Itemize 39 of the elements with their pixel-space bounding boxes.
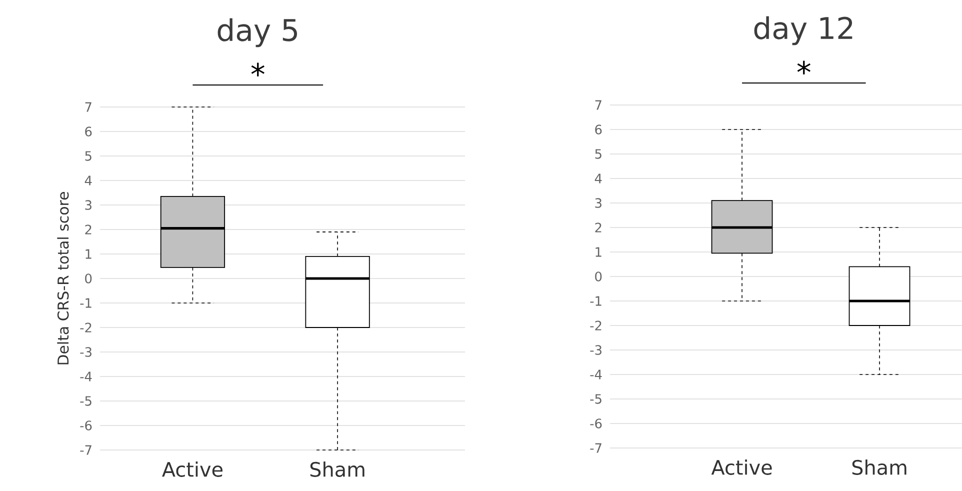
y-tick-label: -4: [80, 372, 92, 382]
y-tick-label: 0: [595, 272, 602, 282]
y-tick-label: -2: [80, 322, 92, 332]
x-tick-label: Active: [711, 460, 772, 475]
text: *: [251, 62, 264, 76]
y-tick-label: -3: [80, 347, 92, 357]
y-tick-label: 7: [595, 100, 602, 110]
y-tick-label: 7: [85, 102, 92, 112]
chart-title: day 12: [754, 16, 852, 46]
x-tick-label: Sham: [852, 460, 906, 475]
y-tick-label: 2: [595, 222, 602, 232]
y-tick-label: -7: [590, 443, 602, 453]
chart-title: day 5: [218, 18, 298, 48]
x-tick-label: Sham: [310, 462, 364, 477]
y-tick-label: -2: [590, 320, 602, 330]
y-tick-label: 0: [85, 274, 92, 284]
y-tick-label: 1: [596, 247, 602, 257]
text: *: [797, 60, 810, 74]
y-tick-label: -6: [590, 418, 602, 428]
y-tick-label: 3: [595, 198, 602, 208]
y-tick-label: 6: [85, 126, 92, 136]
y-tick-label: -5: [590, 394, 602, 404]
y-tick-label: 3: [85, 200, 92, 210]
y-tick-label: -4: [590, 370, 602, 380]
y-tick-label: -3: [590, 345, 602, 355]
y-tick-label: -6: [80, 420, 92, 430]
y-tick-label: -5: [80, 396, 92, 406]
y-tick-label: 1: [86, 249, 92, 259]
y-tick-label: -1: [590, 296, 602, 306]
y-tick-label: 4: [84, 176, 92, 186]
y-tick-label: 6: [595, 124, 602, 134]
y-tick-label: 4: [594, 174, 602, 184]
y-tick-label: 5: [595, 149, 602, 159]
y-tick-label: 2: [85, 224, 92, 234]
y-tick-label: -7: [80, 445, 92, 455]
x-tick-label: Active: [162, 462, 222, 477]
y-axis-title: Delta CRS-R total score: [57, 192, 69, 364]
y-tick-label: 5: [85, 151, 92, 161]
y-tick-label: -1: [80, 298, 92, 308]
